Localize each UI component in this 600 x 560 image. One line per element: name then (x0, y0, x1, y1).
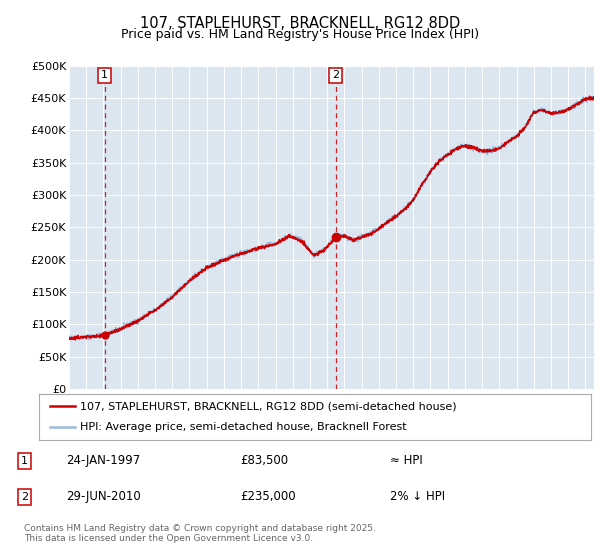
Text: 1: 1 (101, 71, 108, 81)
Text: 29-JUN-2010: 29-JUN-2010 (66, 490, 141, 503)
Text: 1: 1 (21, 456, 28, 466)
Text: 107, STAPLEHURST, BRACKNELL, RG12 8DD: 107, STAPLEHURST, BRACKNELL, RG12 8DD (140, 16, 460, 31)
Text: ≈ HPI: ≈ HPI (390, 454, 423, 467)
Text: 2% ↓ HPI: 2% ↓ HPI (390, 490, 445, 503)
Text: 2: 2 (332, 71, 340, 81)
Text: 107, STAPLEHURST, BRACKNELL, RG12 8DD (semi-detached house): 107, STAPLEHURST, BRACKNELL, RG12 8DD (s… (80, 401, 457, 411)
Text: 24-JAN-1997: 24-JAN-1997 (66, 454, 140, 467)
Text: £83,500: £83,500 (240, 454, 288, 467)
Text: 2: 2 (21, 492, 28, 502)
Text: £235,000: £235,000 (240, 490, 296, 503)
Text: HPI: Average price, semi-detached house, Bracknell Forest: HPI: Average price, semi-detached house,… (80, 422, 407, 432)
Text: Price paid vs. HM Land Registry's House Price Index (HPI): Price paid vs. HM Land Registry's House … (121, 28, 479, 41)
Text: Contains HM Land Registry data © Crown copyright and database right 2025.
This d: Contains HM Land Registry data © Crown c… (24, 524, 376, 543)
